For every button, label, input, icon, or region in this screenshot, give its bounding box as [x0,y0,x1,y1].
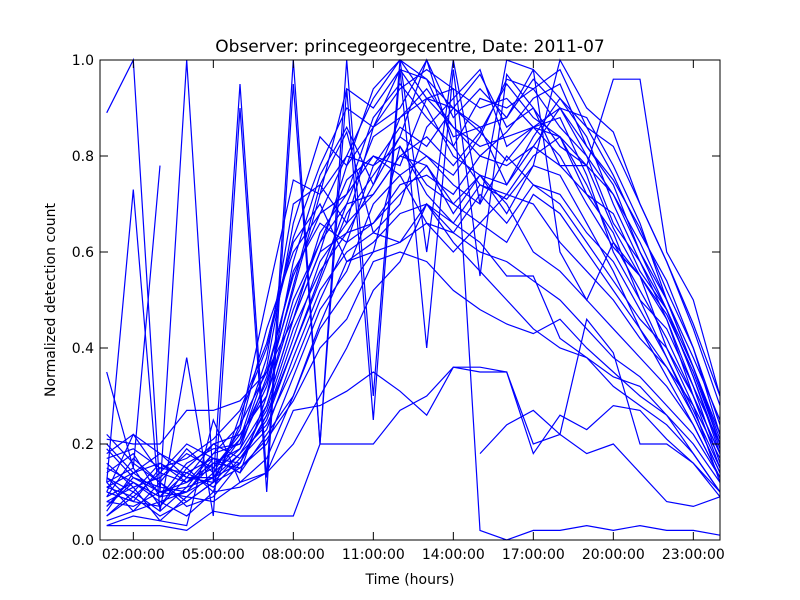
y-tick-label: 0.8 [72,149,94,165]
series-line-3 [106,73,721,512]
y-tick-label: 0.6 [72,245,94,261]
series-line-16 [106,184,721,503]
series-line-22 [106,68,721,508]
y-tick-label: 1.0 [72,53,94,69]
series-line-33 [479,317,721,498]
x-tick-label: 02:00:00 [102,547,165,563]
series-line-20 [106,251,721,517]
series-line-11 [106,68,721,488]
series-line-28 [106,165,161,469]
series-line-32 [106,87,721,541]
series-layer [106,57,721,541]
series-line-18 [106,68,721,513]
y-axis-label: Normalized detection count [43,203,59,397]
series-line-13 [106,58,721,479]
series-line-19 [106,155,721,498]
x-tick-label: 05:00:00 [182,547,245,563]
y-tick-label: 0.4 [72,341,94,357]
series-line-25 [106,202,721,522]
series-line-2 [106,83,721,493]
x-tick-label: 11:00:00 [342,547,405,563]
series-line-7 [106,82,721,493]
series-line-21 [106,145,721,493]
series-line-27 [106,57,721,493]
series-line-17 [106,155,721,484]
x-tick-label: 23:00:00 [662,547,725,563]
x-tick-label: 08:00:00 [262,547,325,563]
y-tick-label: 0.0 [72,533,94,549]
x-tick-label: 20:00:00 [582,547,645,563]
plot-frame [99,59,721,541]
x-tick-label: 17:00:00 [502,547,565,563]
x-axis: 02:00:00 05:00:00 08:00:00 11:00:00 14:00:00… [102,60,725,563]
series-line-9 [106,83,721,508]
chart-title: Observer: princegeorgecentre, Date: 2011… [215,37,604,57]
x-tick-label: 14:00:00 [422,547,485,563]
y-tick-label: 0.2 [72,437,94,453]
y-axis: 0.0 0.2 0.4 0.6 0.8 1.0 [72,53,720,549]
series-line-26 [106,59,721,493]
x-axis-label: Time (hours) [365,572,455,588]
series-line-31 [106,366,721,532]
series-line-24 [106,68,721,469]
series-line-14 [106,164,721,517]
series-line-29 [106,69,721,517]
